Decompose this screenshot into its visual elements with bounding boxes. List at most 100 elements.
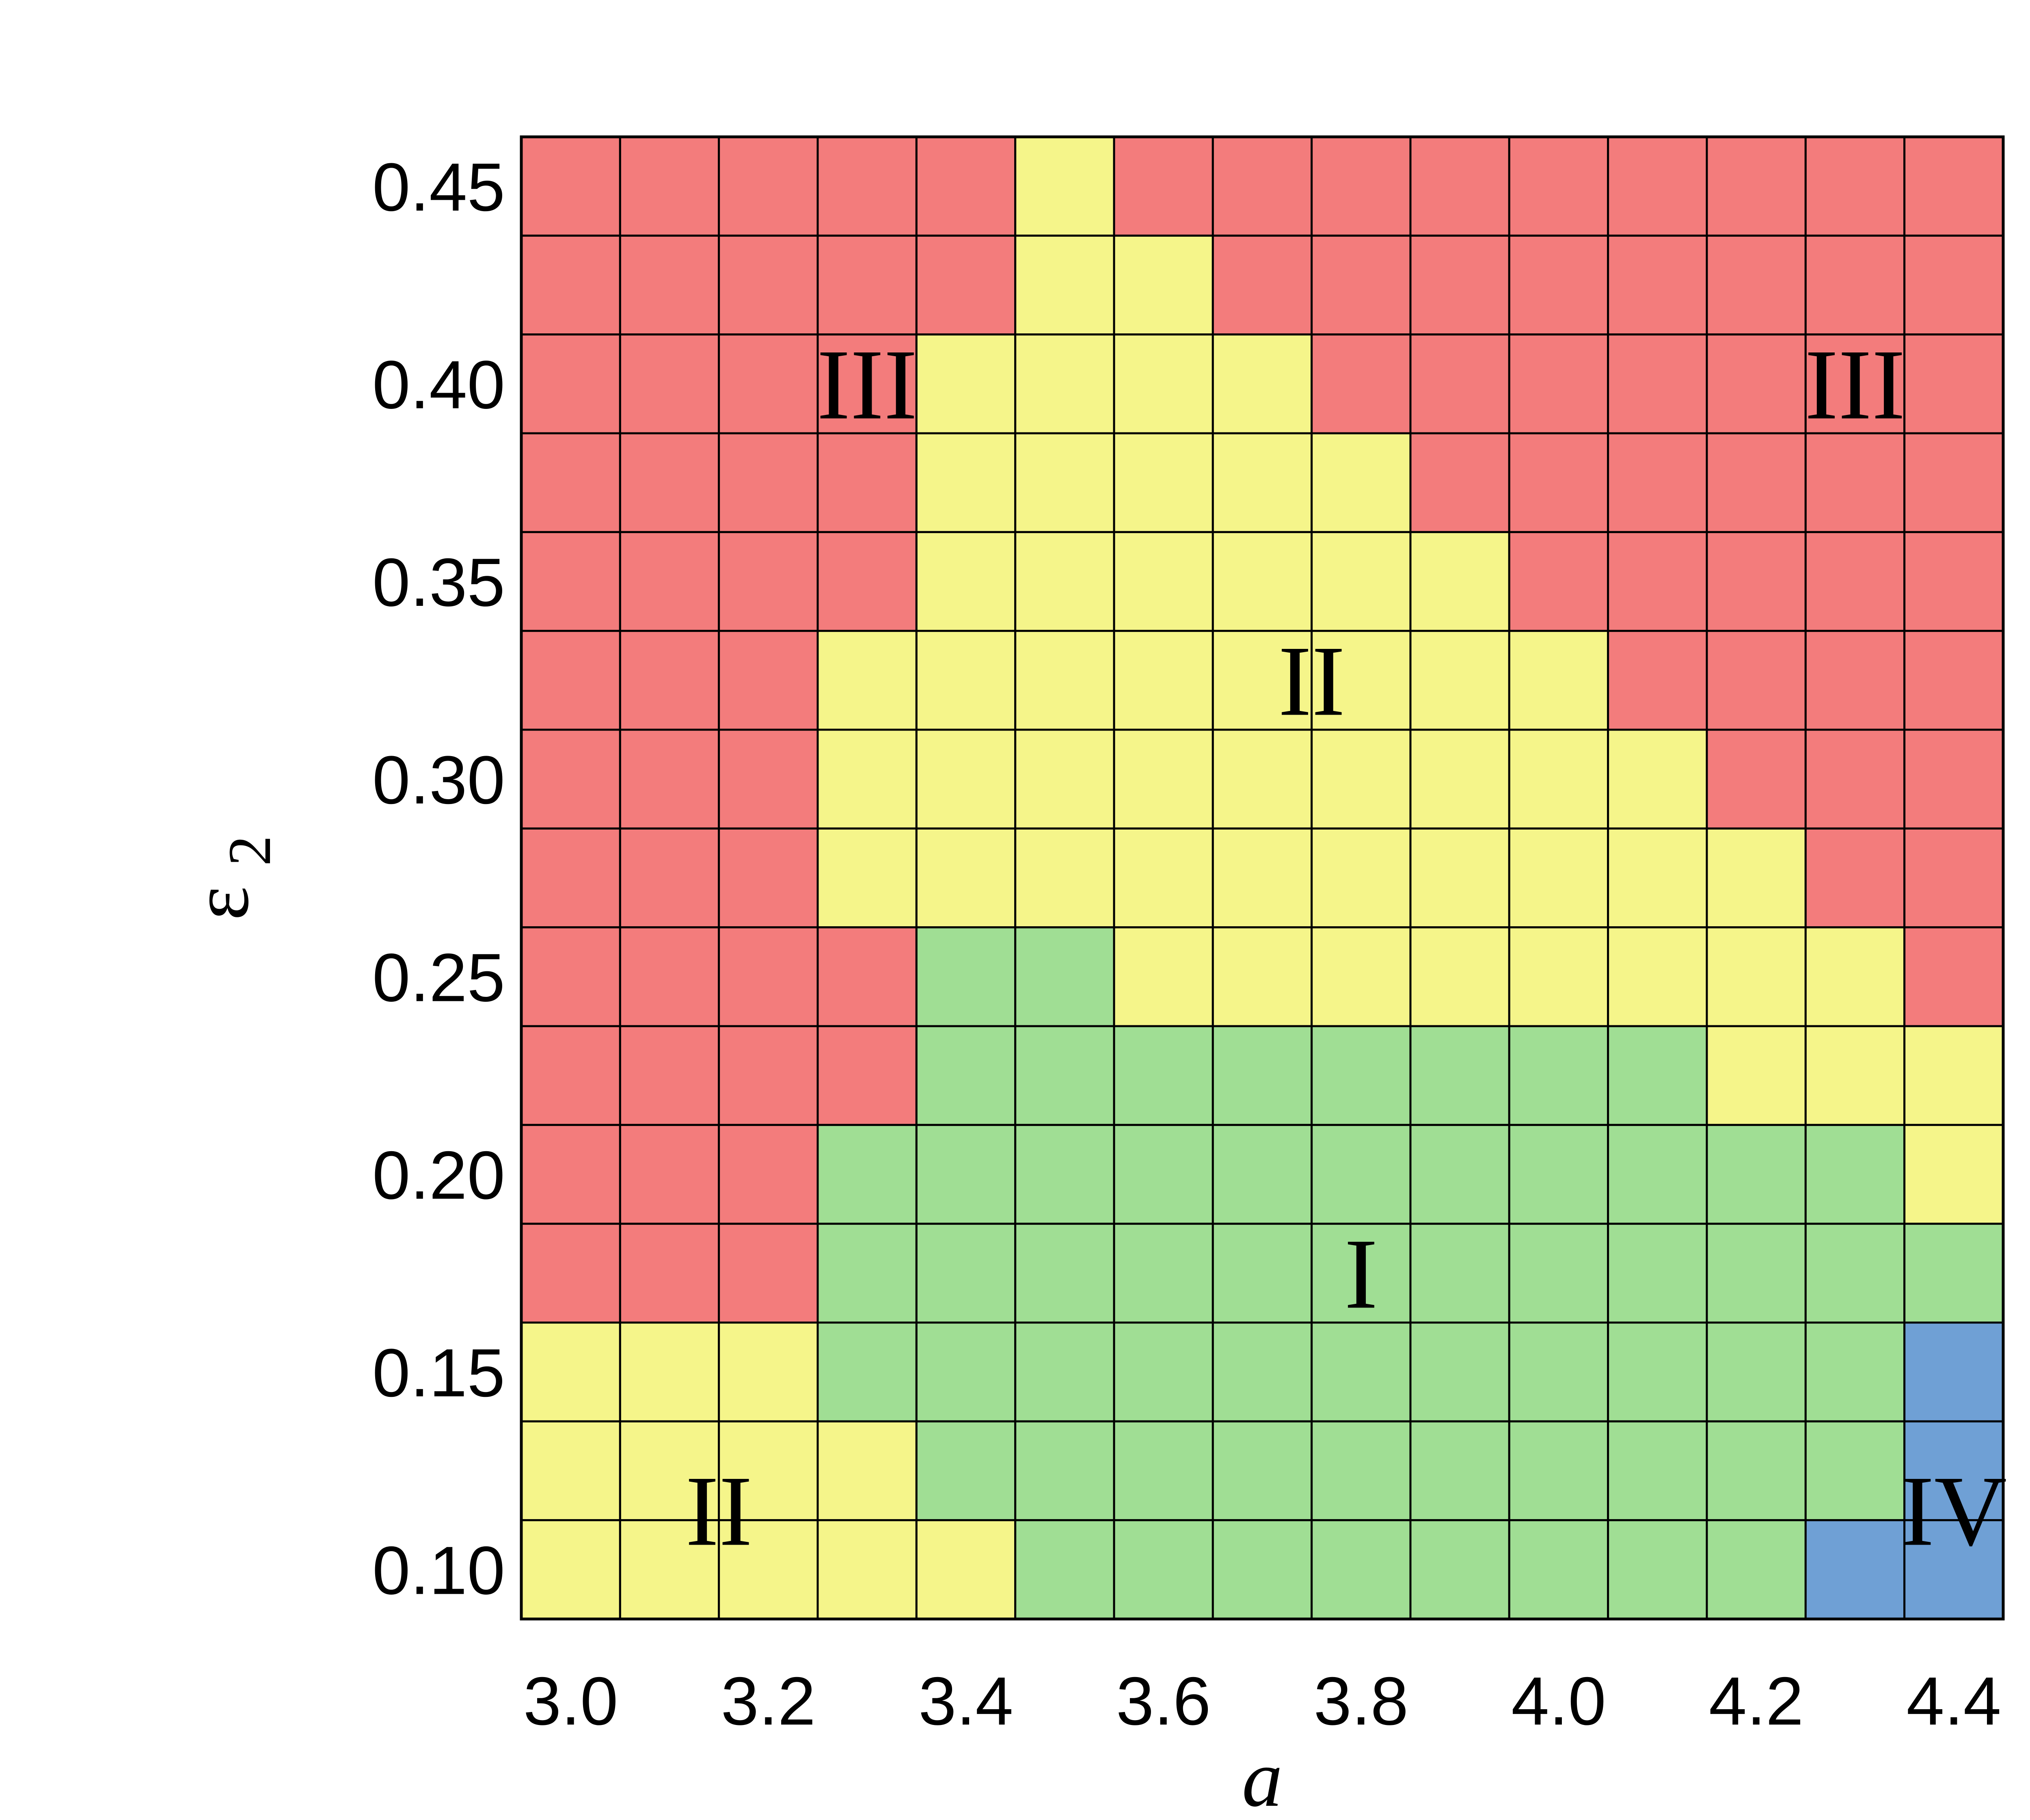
heatmap-cell [1903, 1223, 2004, 1324]
heatmap-cell [1804, 531, 1906, 632]
region-label: I [1344, 1218, 1378, 1329]
heatmap-cell [1903, 1124, 2004, 1225]
heatmap-cell [520, 728, 621, 830]
heatmap-cell [1706, 234, 1807, 336]
heatmap-cell [520, 1124, 621, 1225]
heatmap-cell [1903, 136, 2004, 237]
heatmap-cell [1212, 234, 1313, 336]
heatmap-cell [1212, 531, 1313, 632]
heatmap-cell [1014, 630, 1115, 731]
y-tick-label: 0.20 [372, 1137, 505, 1213]
heatmap-cell [1409, 1420, 1510, 1522]
y-axis-label-subscript: 2 [216, 836, 283, 866]
heatmap-cell [1113, 827, 1214, 929]
heatmap-cell [1607, 333, 1708, 434]
heatmap-cell [1607, 234, 1708, 336]
heatmap-cell [915, 136, 1017, 237]
heatmap-cell [1014, 1519, 1115, 1620]
heatmap-cell [718, 432, 819, 533]
heatmap-cell [915, 234, 1017, 336]
heatmap-cell [1607, 728, 1708, 830]
heatmap-cell [1212, 1519, 1313, 1620]
heatmap-cell [520, 1420, 621, 1522]
heatmap-cell [1508, 1223, 1609, 1324]
heatmap-cell [1311, 136, 1412, 237]
heatmap-cell [1409, 827, 1510, 929]
heatmap-cell [1903, 531, 2004, 632]
heatmap-cell [915, 531, 1017, 632]
heatmap-cell [1508, 1519, 1609, 1620]
heatmap-cell [718, 926, 819, 1027]
heatmap-cell [520, 630, 621, 731]
heatmap-cell [1311, 432, 1412, 533]
heatmap-cell [1804, 1124, 1906, 1225]
heatmap-cell [718, 728, 819, 830]
heatmap-cell [1903, 926, 2004, 1027]
heatmap-cell [1113, 1223, 1214, 1324]
heatmap-cell [619, 1223, 720, 1324]
heatmap-cell [1804, 1519, 1906, 1620]
heatmap-cell [816, 728, 918, 830]
y-axis-label-symbol: ε [176, 886, 266, 921]
heatmap-cell [915, 827, 1017, 929]
heatmap-cell [1607, 432, 1708, 533]
heatmap-cell [1113, 432, 1214, 533]
heatmap-cell [1508, 234, 1609, 336]
heatmap-cell [1014, 234, 1115, 336]
heatmap-cell [915, 1519, 1017, 1620]
heatmap-cell [1903, 1321, 2004, 1422]
heatmap-cell [619, 1025, 720, 1126]
heatmap-cell [1311, 1025, 1412, 1126]
heatmap-cell [619, 531, 720, 632]
heatmap-cell [1607, 827, 1708, 929]
heatmap-cell [1212, 1124, 1313, 1225]
heatmap-cell [520, 333, 621, 434]
heatmap-cell [1113, 728, 1214, 830]
heatmap-cell [619, 333, 720, 434]
heatmap-cell [619, 827, 720, 929]
heatmap-cell [1014, 333, 1115, 434]
heatmap-cell [1212, 1321, 1313, 1422]
heatmap-cell [1706, 1321, 1807, 1422]
heatmap-cell [1706, 432, 1807, 533]
heatmap-cell [1508, 531, 1609, 632]
heatmap-cell [1409, 1124, 1510, 1225]
y-axis-ticks: 0.10 0.15 0.20 0.25 0.30 0.35 0.40 0.45 [372, 149, 505, 1609]
heatmap-cell [915, 1124, 1017, 1225]
heatmap-cell [1508, 432, 1609, 533]
heatmap-cell [1212, 827, 1313, 929]
y-tick-label: 0.10 [372, 1532, 505, 1608]
heatmap-cell [1014, 531, 1115, 632]
heatmap-cell [619, 1420, 720, 1522]
heatmap-cell [1607, 1124, 1708, 1225]
heatmap-cell [915, 926, 1017, 1027]
heatmap-cell [816, 234, 918, 336]
heatmap-cell [1607, 136, 1708, 237]
heatmap-cell [1113, 1519, 1214, 1620]
heatmap-cell [1706, 1420, 1807, 1522]
heatmap-cell [1014, 1025, 1115, 1126]
heatmap-cell [1409, 630, 1510, 731]
heatmap-cell [1706, 926, 1807, 1027]
heatmap-cell [1607, 1321, 1708, 1422]
heatmap-cell [1212, 926, 1313, 1027]
heatmap-cell [1903, 630, 2004, 731]
heatmap-cell [1212, 1025, 1313, 1126]
heatmap-cell [1508, 136, 1609, 237]
heatmap-cell [1903, 432, 2004, 533]
heatmap-cell [619, 728, 720, 830]
heatmap-cell [1706, 1124, 1807, 1225]
heatmap-cell [1014, 136, 1115, 237]
heatmap-cell [1014, 728, 1115, 830]
heatmap-cell [1804, 1025, 1906, 1126]
heatmap-cell [915, 432, 1017, 533]
heatmap-cell [718, 531, 819, 632]
y-tick-label: 0.15 [372, 1335, 505, 1411]
heatmap-cell [520, 1223, 621, 1324]
region-label: II [685, 1455, 752, 1567]
heatmap-cell [1706, 630, 1807, 731]
heatmap-cell [1903, 1025, 2004, 1126]
heatmap-cell [1113, 630, 1214, 731]
heatmap-cell [1706, 136, 1807, 237]
